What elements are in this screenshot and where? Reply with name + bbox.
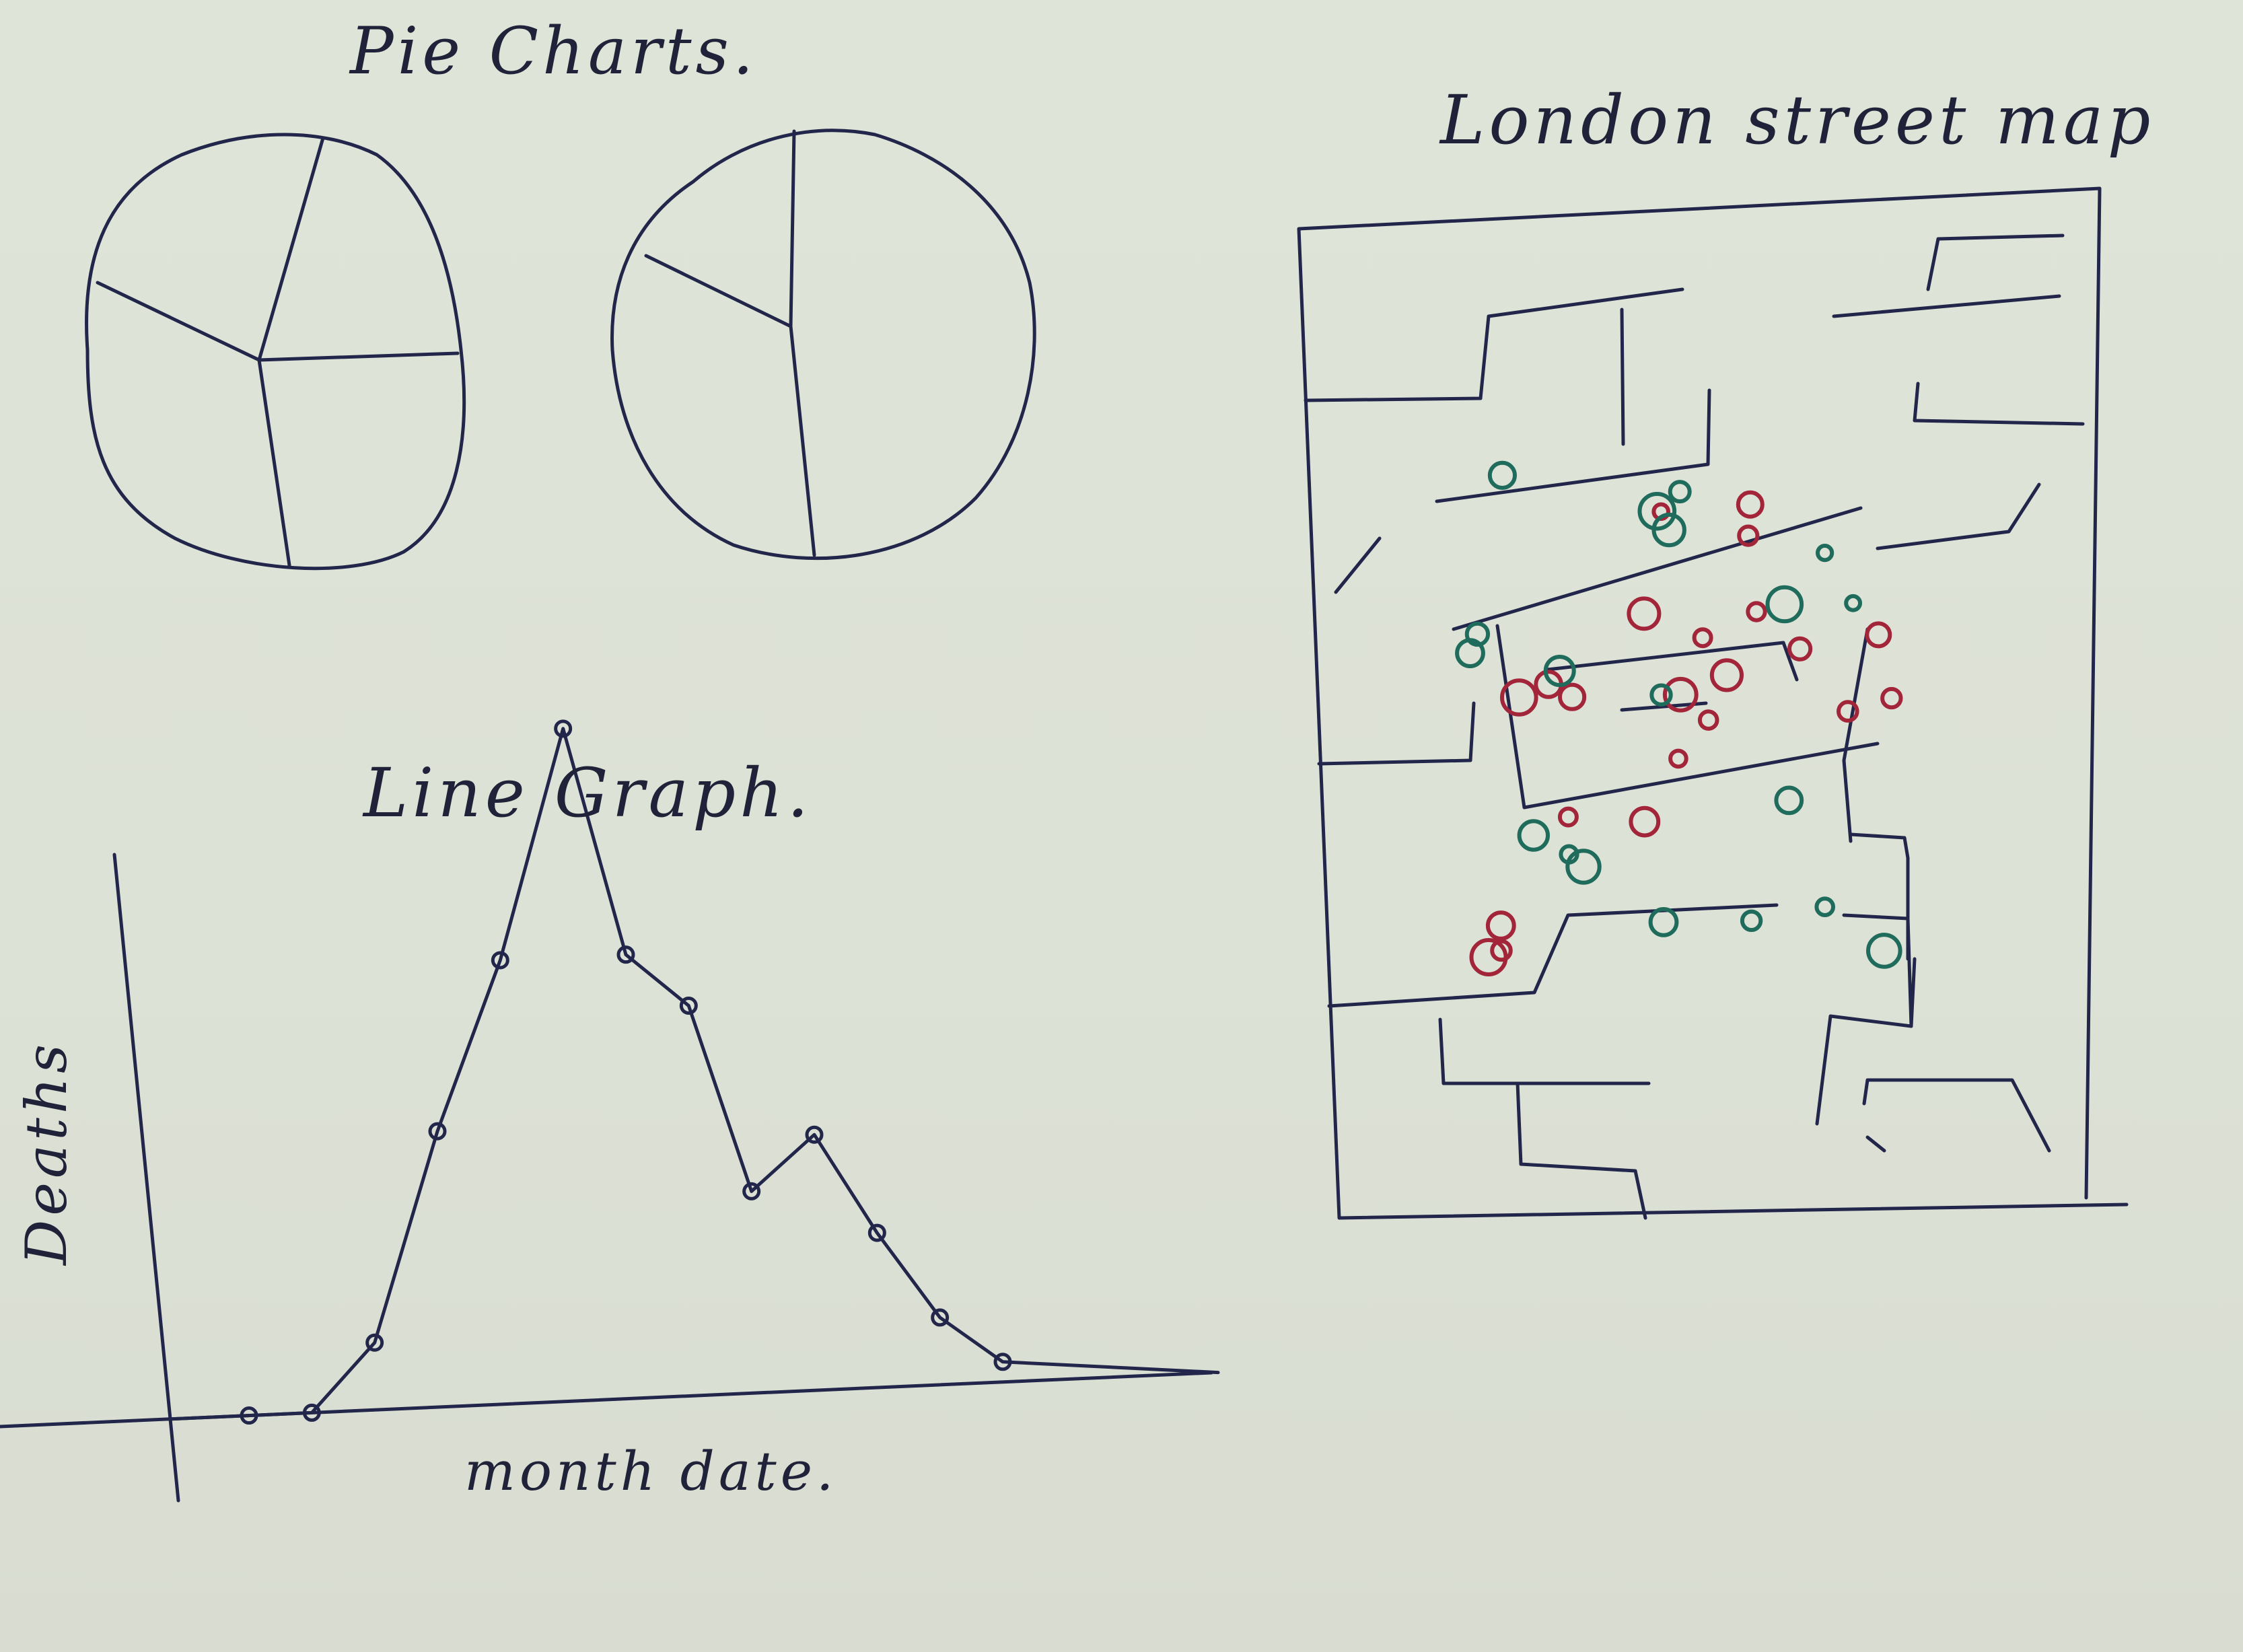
- street-1: [1304, 287, 1684, 402]
- map-dot-red: [1736, 490, 1765, 519]
- street-10: [1317, 701, 1476, 766]
- map-dot-green: [1844, 594, 1863, 612]
- pie-right-outline: [610, 129, 1036, 561]
- street-7: [1334, 536, 1382, 594]
- line-point: [365, 1333, 384, 1352]
- line-point: [867, 1223, 886, 1242]
- line-graph: [0, 719, 1220, 1503]
- pie-right-slice-1: [789, 129, 796, 328]
- line-point: [240, 1406, 258, 1425]
- map-dot-green: [1455, 638, 1485, 668]
- map-dot-red: [1558, 682, 1587, 711]
- street-13: [1546, 641, 1799, 682]
- pie-chart-left: [85, 133, 466, 571]
- map-dot-green: [1487, 460, 1517, 491]
- street-9: [1876, 482, 2041, 550]
- pie-charts-title: Pie Charts.: [350, 13, 758, 89]
- street-18: [1909, 957, 1917, 1028]
- street-20: [1516, 1081, 1647, 1220]
- street-6: [1913, 382, 2085, 426]
- map-dot-green: [1651, 512, 1686, 548]
- map-dot-green: [1774, 785, 1804, 816]
- line-point: [742, 1182, 761, 1200]
- map-dot-red: [1865, 621, 1892, 649]
- map-dot-red: [1557, 806, 1579, 828]
- line-point: [554, 719, 573, 738]
- street-map-title: London street map: [1440, 81, 2155, 159]
- map-dot-red: [1485, 910, 1516, 941]
- street-8: [1452, 506, 1863, 631]
- map-dot-green: [1648, 907, 1679, 937]
- pie-chart-right: [610, 129, 1036, 561]
- pie-left-slice-3: [257, 351, 460, 362]
- map-dots: [1455, 460, 1903, 976]
- map-dot-red: [1469, 938, 1508, 976]
- line-point: [931, 1308, 950, 1327]
- map-dot-red: [1490, 939, 1513, 962]
- map-dot-red: [1746, 601, 1767, 622]
- street-4: [1832, 294, 2061, 318]
- street-15: [1849, 832, 1910, 961]
- street-12: [1842, 627, 1870, 843]
- map-dot-red: [1787, 636, 1813, 661]
- street-2: [1620, 308, 1625, 446]
- map-dot-green: [1765, 585, 1804, 624]
- street-22: [1865, 1135, 1886, 1153]
- map-dot-red: [1880, 686, 1903, 710]
- map-dot-red: [1500, 678, 1538, 717]
- street-map: [1297, 186, 2129, 1220]
- pie-left-slice-4: [257, 358, 291, 567]
- map-dot-green: [1637, 492, 1677, 531]
- map-frame: [1297, 186, 2129, 1220]
- line-graph-title: Line Graph.: [363, 754, 813, 832]
- pie-left-slice-1: [257, 136, 325, 362]
- line-point: [428, 1122, 447, 1141]
- map-dot-green: [1740, 909, 1763, 933]
- street-3: [1435, 388, 1711, 503]
- line-point: [679, 997, 698, 1015]
- pie-right-slice-3: [789, 324, 816, 557]
- map-dot-red: [1837, 700, 1859, 723]
- line-point: [491, 951, 509, 970]
- map-dot-green: [1816, 544, 1835, 563]
- map-dot-red: [1627, 596, 1662, 631]
- line-graph-x-label: month date.: [464, 1440, 838, 1503]
- map-dot-green: [1814, 896, 1835, 917]
- street-21: [1862, 1078, 2051, 1153]
- line-point: [616, 945, 635, 964]
- street-5: [1926, 234, 2065, 291]
- map-dot-green: [1649, 683, 1673, 707]
- line-point: [302, 1403, 321, 1422]
- street-19: [1438, 1017, 1651, 1085]
- map-dot-red: [1737, 524, 1760, 547]
- line-series: [166, 727, 1220, 1421]
- street-16: [1327, 903, 1779, 1008]
- map-dot-green: [1565, 849, 1602, 885]
- pie-left-outline: [85, 133, 466, 571]
- map-dot-green: [1866, 933, 1902, 969]
- line-point: [993, 1353, 1012, 1371]
- map-dot-red: [1697, 709, 1719, 731]
- map-dot-green: [1668, 480, 1692, 504]
- map-dot-green: [1543, 655, 1576, 687]
- map-dot-red: [1709, 658, 1744, 692]
- pie-left-slice-2: [96, 281, 261, 362]
- line-point: [805, 1125, 824, 1144]
- line-graph-y-label: Deaths: [13, 1040, 79, 1265]
- map-dot-red: [1692, 627, 1713, 649]
- map-dot-red: [1629, 805, 1661, 838]
- pie-right-slice-2: [644, 254, 793, 328]
- map-dot-red: [1668, 748, 1688, 769]
- map-dot-red: [1662, 676, 1699, 713]
- y-axis: [112, 853, 180, 1503]
- map-dot-green: [1517, 819, 1551, 852]
